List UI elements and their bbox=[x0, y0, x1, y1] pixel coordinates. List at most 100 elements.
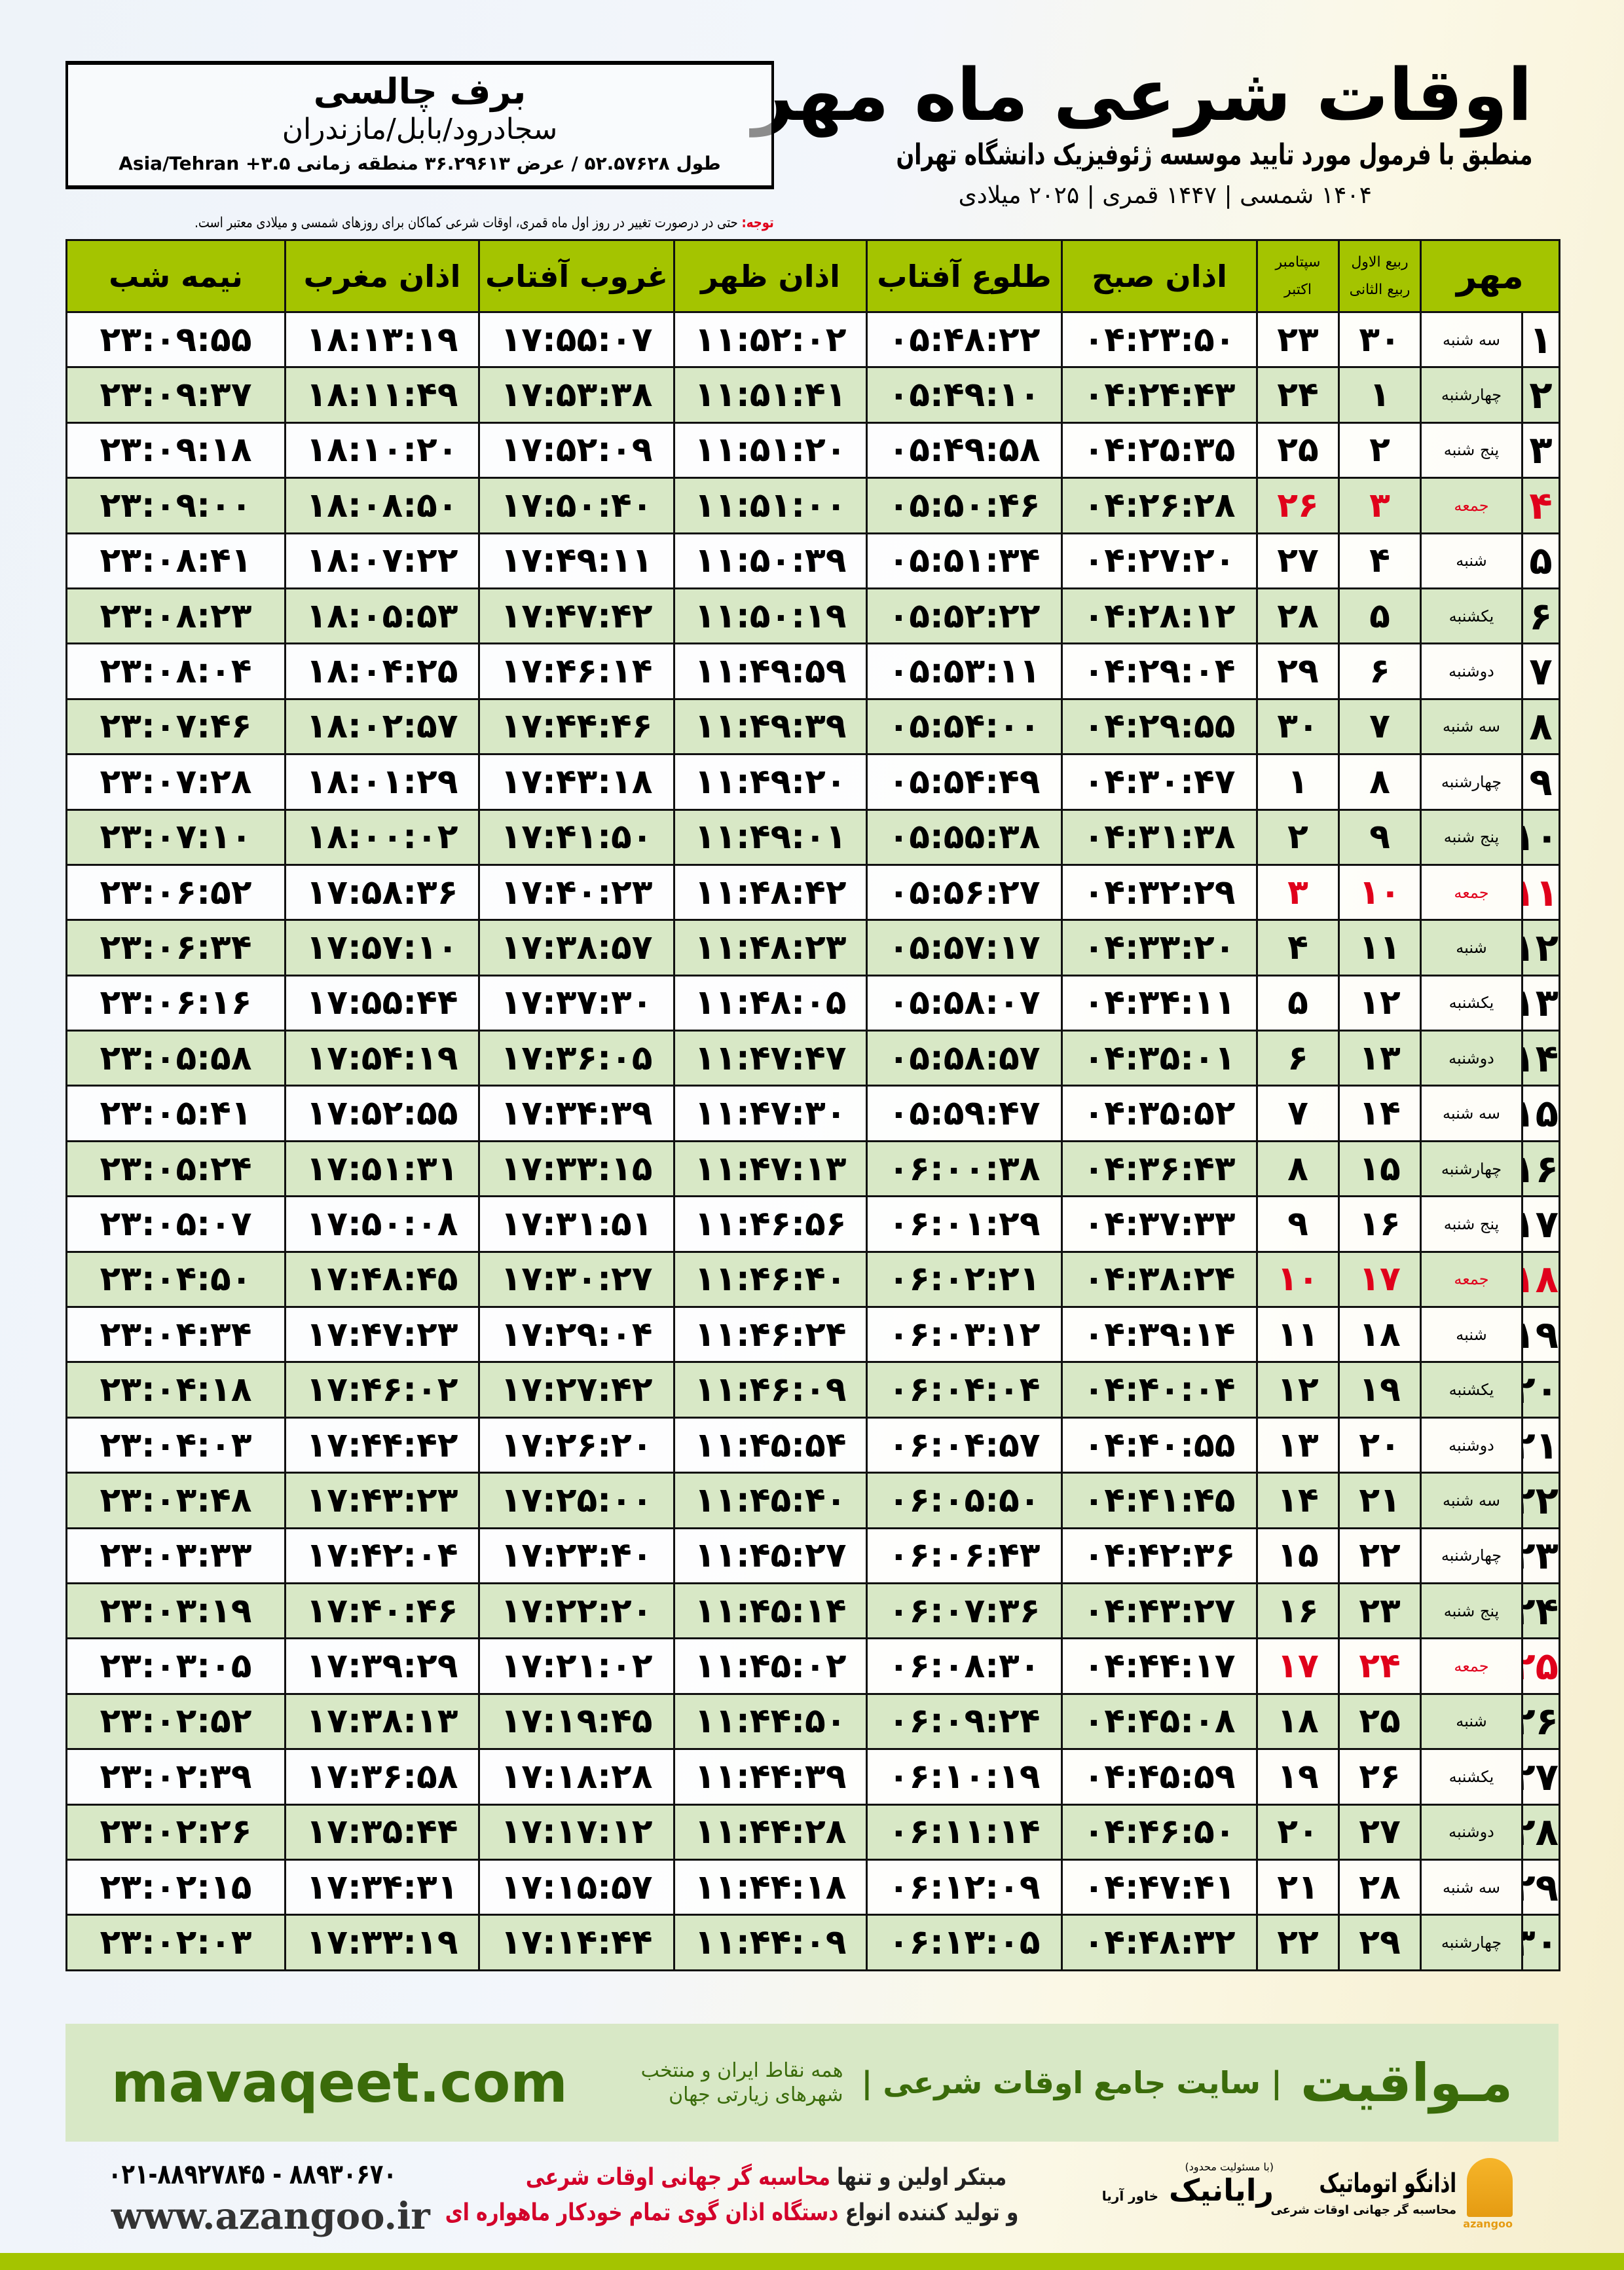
promo-line2a: و تولید کننده انواع bbox=[838, 2199, 1019, 2226]
sunrise-time: ۰۶:۰۸:۳۰ bbox=[866, 1637, 1063, 1695]
midnight-time: ۲۳:۰۲:۳۹ bbox=[65, 1748, 286, 1806]
sunset-time: ۱۷:۱۷:۱۲ bbox=[478, 1803, 675, 1861]
maghrib-time: ۱۷:۳۹:۲۹ bbox=[284, 1637, 480, 1695]
dhuhr-time: ۱۱:۴۵:۴۰ bbox=[673, 1472, 868, 1529]
weekday: پنج شنبه bbox=[1420, 421, 1523, 479]
midnight-time: ۲۳:۰۴:۳۴ bbox=[65, 1306, 286, 1364]
dhuhr-time: ۱۱:۴۸:۰۵ bbox=[673, 974, 868, 1032]
midnight-time: ۲۳:۰۶:۳۴ bbox=[65, 919, 286, 977]
header-dhuhr: اذان ظهر bbox=[673, 239, 868, 313]
weekday: چهارشنبه bbox=[1420, 366, 1523, 424]
header-midnight: نیمه شب bbox=[65, 239, 286, 313]
fajr-time: ۰۴:۳۳:۲۰ bbox=[1061, 919, 1258, 977]
maghrib-time: ۱۸:۰۲:۵۷ bbox=[284, 698, 480, 756]
sunset-time: ۱۷:۲۲:۲۰ bbox=[478, 1582, 675, 1640]
table-row: ۹ چهارشنبه ۸ ۱ ۰۴:۳۰:۴۷ ۰۵:۵۴:۴۹ ۱۱:۴۹:۲۰ ۱۷:۴۳… bbox=[65, 753, 1560, 811]
midnight-time: ۲۳:۰۸:۲۳ bbox=[65, 587, 286, 645]
table-row: ۶ یکشنبه ۵ ۲۸ ۰۴:۲۸:۱۲ ۰۵:۵۲:۲۲ ۱۱:۵۰:۱۹ ۱۷:۴۷:… bbox=[65, 587, 1560, 645]
sunset-time: ۱۷:۴۳:۱۸ bbox=[478, 753, 675, 811]
brand-subtext: همه نقاط ایران و منتخب شهرهای زیارتی جها… bbox=[640, 2058, 843, 2107]
weekday: سه شنبه bbox=[1420, 1085, 1523, 1142]
rabi-day: ۲۵ bbox=[1338, 1692, 1422, 1751]
azangoo-url-link[interactable]: www.azangoo.ir bbox=[111, 2195, 430, 2238]
gregorian-day: ۱۹ bbox=[1256, 1748, 1340, 1806]
weekday: جمعه bbox=[1420, 863, 1523, 921]
weekday: پنج شنبه bbox=[1420, 1195, 1523, 1253]
header-row: مهر ربیع الاول ربیع الثانی سپتامبر اکتبر ا… bbox=[65, 239, 1560, 313]
brand-url-link[interactable]: mavaqeet.com bbox=[111, 2051, 568, 2115]
day-number: ۲۳ bbox=[1521, 1527, 1560, 1584]
rabi-day: ۹ bbox=[1338, 808, 1422, 866]
rayanik-logo: (با مسئولیت محدود) رایانیک خاور آریا bbox=[1090, 2161, 1274, 2208]
fajr-time: ۰۴:۲۵:۳۵ bbox=[1061, 421, 1258, 479]
dhuhr-time: ۱۱:۴۴:۳۹ bbox=[673, 1748, 868, 1806]
rabi-day: ۱۲ bbox=[1338, 974, 1422, 1032]
fajr-time: ۰۴:۲۸:۱۲ bbox=[1061, 587, 1258, 645]
gregorian-day: ۲۸ bbox=[1256, 587, 1340, 645]
day-number: ۹ bbox=[1521, 753, 1560, 811]
midnight-time: ۲۳:۰۳:۱۹ bbox=[65, 1582, 286, 1640]
table-row: ۸ سه شنبه ۷ ۳۰ ۰۴:۲۹:۵۵ ۰۵:۵۴:۰۰ ۱۱:۴۹:۳۹ ۱۷:۴۴… bbox=[65, 698, 1560, 756]
azangoo-name: اذانگو اتوماتیک bbox=[1319, 2168, 1456, 2199]
sunrise-time: ۰۵:۵۴:۴۹ bbox=[866, 753, 1063, 811]
weekday: جمعه bbox=[1420, 1637, 1523, 1695]
dhuhr-time: ۱۱:۴۴:۵۰ bbox=[673, 1692, 868, 1751]
midnight-time: ۲۳:۰۲:۱۵ bbox=[65, 1858, 286, 1916]
gregorian-day: ۳ bbox=[1256, 863, 1340, 921]
midnight-time: ۲۳:۰۵:۲۴ bbox=[65, 1140, 286, 1198]
day-number: ۲۱ bbox=[1521, 1416, 1560, 1474]
brand-tagline: | سایت جامع اوقات شرعی | bbox=[861, 2065, 1282, 2100]
dhuhr-time: ۱۱:۴۴:۱۸ bbox=[673, 1858, 868, 1916]
fajr-time: ۰۴:۳۵:۵۲ bbox=[1061, 1085, 1258, 1142]
maghrib-time: ۱۷:۳۳:۱۹ bbox=[284, 1914, 480, 1971]
day-number: ۱۵ bbox=[1521, 1085, 1560, 1142]
weekday: یکشنبه bbox=[1420, 587, 1523, 645]
rabi-day: ۱۱ bbox=[1338, 919, 1422, 977]
day-number: ۱۸ bbox=[1521, 1250, 1560, 1309]
fajr-time: ۰۴:۳۵:۰۱ bbox=[1061, 1030, 1258, 1087]
weekday: شنبه bbox=[1420, 919, 1523, 977]
midnight-time: ۲۳:۰۸:۰۴ bbox=[65, 642, 286, 700]
rabi-day: ۸ bbox=[1338, 753, 1422, 811]
day-number: ۲۹ bbox=[1521, 1858, 1560, 1916]
sunset-time: ۱۷:۲۳:۴۰ bbox=[478, 1527, 675, 1584]
header-rabi1: ربیع الاول bbox=[1351, 253, 1409, 270]
gregorian-day: ۱۳ bbox=[1256, 1416, 1340, 1474]
sunset-time: ۱۷:۱۸:۲۸ bbox=[478, 1748, 675, 1806]
sunset-time: ۱۷:۳۳:۱۵ bbox=[478, 1140, 675, 1198]
sunrise-time: ۰۶:۱۳:۰۵ bbox=[866, 1914, 1063, 1971]
promo-line2b: دستگاه اذان گوی تمام خودکار ماهواره ای bbox=[445, 2199, 839, 2226]
table-row: ۵ شنبه ۴ ۲۷ ۰۴:۲۷:۲۰ ۰۵:۵۱:۳۴ ۱۱:۵۰:۳۹ ۱۷:۴۹:۱۱… bbox=[65, 532, 1560, 589]
rayanik-small: (با مسئولیت محدود) bbox=[1185, 2161, 1274, 2173]
fajr-time: ۰۴:۴۵:۵۹ bbox=[1061, 1748, 1258, 1806]
gregorian-day: ۱۲ bbox=[1256, 1361, 1340, 1419]
location-name: برف چالسی bbox=[313, 71, 526, 112]
rabi-day: ۲۷ bbox=[1338, 1803, 1422, 1861]
dhuhr-time: ۱۱:۵۱:۴۱ bbox=[673, 366, 868, 424]
fajr-time: ۰۴:۴۳:۲۷ bbox=[1061, 1582, 1258, 1640]
gregorian-day: ۱۵ bbox=[1256, 1527, 1340, 1584]
rabi-day: ۲۱ bbox=[1338, 1472, 1422, 1529]
sunset-time: ۱۷:۳۶:۰۵ bbox=[478, 1030, 675, 1087]
maghrib-time: ۱۷:۵۰:۰۸ bbox=[284, 1195, 480, 1253]
gregorian-day: ۱ bbox=[1256, 753, 1340, 811]
gregorian-day: ۲۳ bbox=[1256, 310, 1340, 369]
rayanik-side: خاور آریا bbox=[1101, 2188, 1159, 2205]
gregorian-day: ۳۰ bbox=[1256, 698, 1340, 756]
day-number: ۲۸ bbox=[1521, 1803, 1560, 1861]
midnight-time: ۲۳:۰۹:۳۷ bbox=[65, 366, 286, 424]
sunrise-time: ۰۵:۵۷:۱۷ bbox=[866, 919, 1063, 977]
day-number: ۶ bbox=[1521, 587, 1560, 645]
rabi-day: ۵ bbox=[1338, 587, 1422, 645]
header-sunset: غروب آفتاب bbox=[478, 239, 675, 313]
maghrib-time: ۱۸:۰۸:۵۰ bbox=[284, 477, 480, 534]
midnight-time: ۲۳:۰۵:۰۷ bbox=[65, 1195, 286, 1253]
mavaqeet-banner: مـواقیت | سایت جامع اوقات شرعی | همه نقا… bbox=[65, 2024, 1559, 2142]
day-number: ۱۰ bbox=[1521, 808, 1560, 866]
note-label: توجه: bbox=[741, 215, 774, 231]
sunrise-time: ۰۵:۵۴:۰۰ bbox=[866, 698, 1063, 756]
day-number: ۲۴ bbox=[1521, 1582, 1560, 1640]
sunrise-time: ۰۶:۰۰:۳۸ bbox=[866, 1140, 1063, 1198]
weekday: یکشنبه bbox=[1420, 1748, 1523, 1806]
sunrise-time: ۰۵:۵۳:۱۱ bbox=[866, 642, 1063, 700]
